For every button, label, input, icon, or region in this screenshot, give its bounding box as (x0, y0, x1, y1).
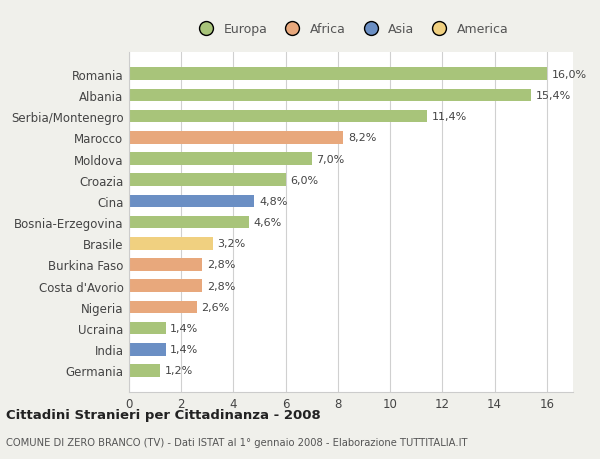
Bar (129, 280, 202, 292)
Bar (129, 258, 202, 271)
Bar (129, 153, 312, 166)
Text: 6,0%: 6,0% (290, 175, 319, 185)
Text: 1,4%: 1,4% (170, 345, 199, 354)
Text: 2,8%: 2,8% (207, 281, 235, 291)
Text: 1,2%: 1,2% (165, 366, 193, 375)
Text: 16,0%: 16,0% (551, 70, 587, 79)
Text: Cittadini Stranieri per Cittadinanza - 2008: Cittadini Stranieri per Cittadinanza - 2… (6, 408, 321, 421)
Text: 3,2%: 3,2% (217, 239, 245, 249)
Text: 11,4%: 11,4% (431, 112, 467, 122)
Text: 4,8%: 4,8% (259, 196, 287, 207)
Bar (129, 132, 343, 145)
Text: 7,0%: 7,0% (317, 154, 345, 164)
Bar (129, 237, 212, 250)
Text: 1,4%: 1,4% (170, 324, 199, 333)
Bar (129, 322, 166, 335)
Bar (129, 90, 531, 102)
Text: 8,2%: 8,2% (348, 133, 376, 143)
Bar (129, 68, 547, 81)
Bar (129, 301, 197, 313)
Text: COMUNE DI ZERO BRANCO (TV) - Dati ISTAT al 1° gennaio 2008 - Elaborazione TUTTIT: COMUNE DI ZERO BRANCO (TV) - Dati ISTAT … (6, 437, 467, 447)
Bar (129, 216, 249, 229)
Bar (129, 174, 286, 187)
Bar (129, 195, 254, 208)
Text: 2,6%: 2,6% (202, 302, 230, 312)
Bar (129, 111, 427, 123)
Text: 2,8%: 2,8% (207, 260, 235, 270)
Bar (129, 364, 160, 377)
Legend: Europa, Africa, Asia, America: Europa, Africa, Asia, America (188, 18, 514, 41)
Text: 4,6%: 4,6% (254, 218, 282, 228)
Text: 15,4%: 15,4% (536, 91, 571, 101)
Bar (129, 343, 166, 356)
